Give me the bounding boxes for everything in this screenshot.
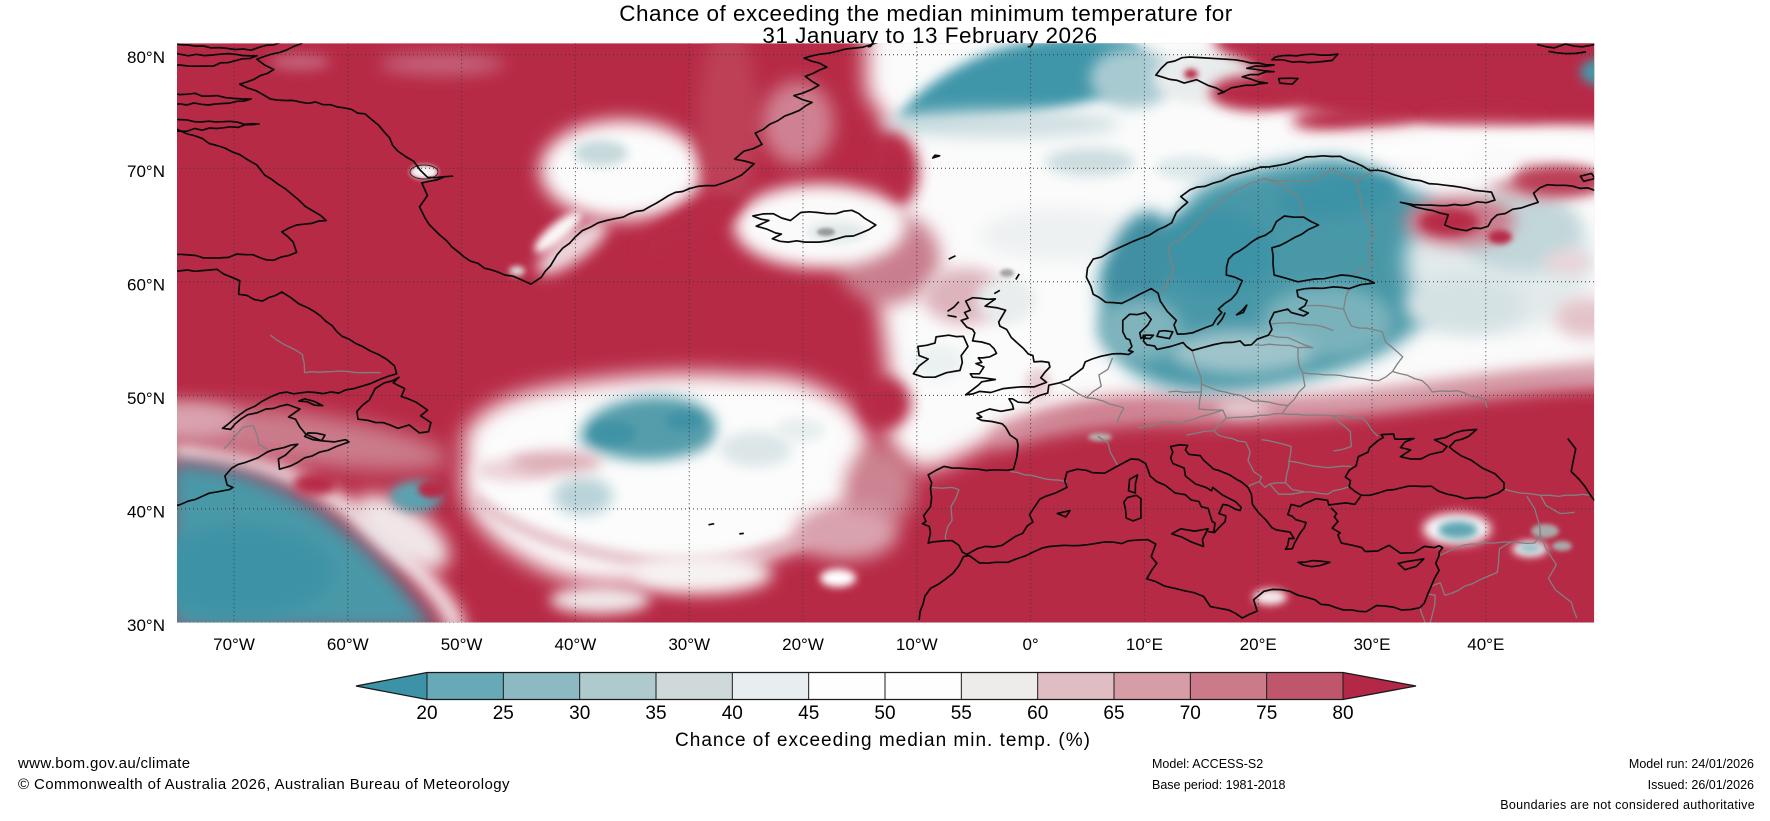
svg-text:65: 65 xyxy=(1103,703,1124,724)
svg-text:75: 75 xyxy=(1256,703,1277,724)
svg-text:50°W: 50°W xyxy=(441,635,483,654)
svg-text:50°N: 50°N xyxy=(127,389,165,408)
svg-text:0°: 0° xyxy=(1022,635,1038,654)
svg-text:30°E: 30°E xyxy=(1353,635,1390,654)
svg-text:Model: ACCESS-S2: Model: ACCESS-S2 xyxy=(1152,757,1263,771)
svg-text:40°E: 40°E xyxy=(1467,635,1504,654)
svg-text:Chance of exceeding median min: Chance of exceeding median min. temp. (%… xyxy=(675,730,1091,751)
svg-text:60: 60 xyxy=(1027,703,1048,724)
svg-text:45: 45 xyxy=(798,703,819,724)
svg-text:Model run: 24/01/2026: Model run: 24/01/2026 xyxy=(1629,757,1754,771)
svg-text:Chance of exceeding the median: Chance of exceeding the median minimum t… xyxy=(619,1,1233,26)
svg-text:Base period: 1981-2018: Base period: 1981-2018 xyxy=(1152,778,1285,792)
svg-text:25: 25 xyxy=(493,703,514,724)
svg-text:20: 20 xyxy=(416,703,437,724)
svg-text:31 January to 13 February 2026: 31 January to 13 February 2026 xyxy=(762,23,1097,48)
svg-text:10°E: 10°E xyxy=(1126,635,1163,654)
svg-text:80°N: 80°N xyxy=(127,48,165,67)
svg-text:70°W: 70°W xyxy=(213,635,255,654)
svg-text:30°W: 30°W xyxy=(668,635,710,654)
svg-text:40°N: 40°N xyxy=(127,502,165,521)
svg-text:www.bom.gov.au/climate: www.bom.gov.au/climate xyxy=(17,755,191,772)
svg-text:50: 50 xyxy=(874,703,895,724)
svg-text:Boundaries are not considered: Boundaries are not considered authoritat… xyxy=(1500,798,1755,812)
svg-text:70°N: 70°N xyxy=(127,162,165,181)
svg-text:30°N: 30°N xyxy=(127,616,165,635)
svg-text:80: 80 xyxy=(1332,703,1353,724)
svg-text:© Commonwealth of Australia 20: © Commonwealth of Australia 2026, Austra… xyxy=(18,776,510,793)
svg-text:40°W: 40°W xyxy=(555,635,597,654)
svg-text:30: 30 xyxy=(569,703,590,724)
svg-text:Issued: 26/01/2026: Issued: 26/01/2026 xyxy=(1648,778,1754,792)
svg-text:60°N: 60°N xyxy=(127,275,165,294)
svg-text:10°W: 10°W xyxy=(896,635,938,654)
svg-text:60°W: 60°W xyxy=(327,635,369,654)
svg-text:20°W: 20°W xyxy=(782,635,824,654)
svg-text:55: 55 xyxy=(951,703,972,724)
svg-text:40: 40 xyxy=(722,703,743,724)
svg-text:20°E: 20°E xyxy=(1240,635,1277,654)
svg-text:35: 35 xyxy=(645,703,666,724)
svg-text:70: 70 xyxy=(1180,703,1201,724)
